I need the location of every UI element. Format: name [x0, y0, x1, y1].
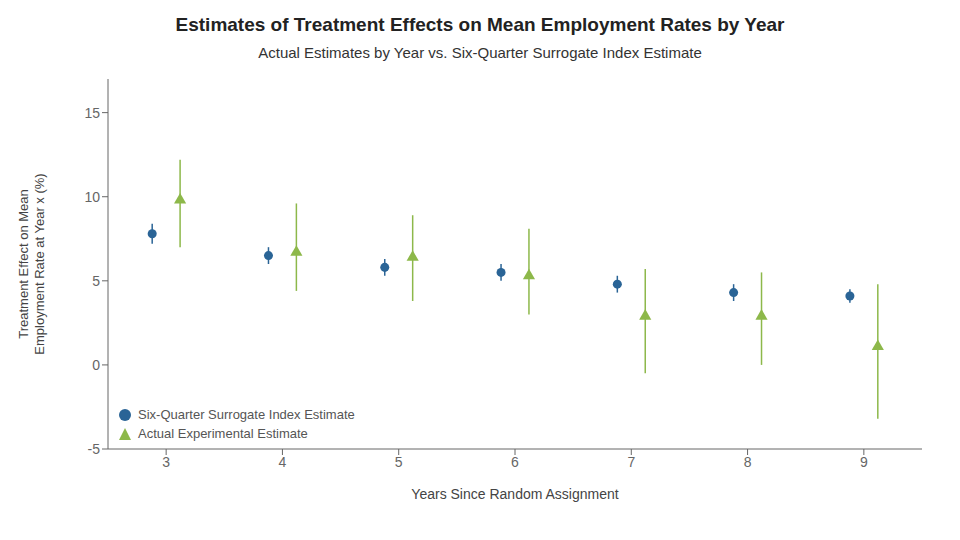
svg-text:Years Since Random Assignment: Years Since Random Assignment — [411, 486, 618, 502]
html-text:Six-Quarter Surrogate Index Es: Six-Quarter Surrogate Index Estimate — [138, 407, 355, 422]
svg-text:10: 10 — [84, 189, 100, 205]
svg-text:7: 7 — [627, 454, 635, 470]
html-text:Estimates of Treatment Effects: Estimates of Treatment Effects on Mean E… — [175, 14, 785, 35]
svg-text:0: 0 — [92, 357, 100, 373]
html-text:Actual Experimental Estimate: Actual Experimental Estimate — [138, 426, 308, 441]
svg-text:Treatment Effect on MeanEmploy: Treatment Effect on MeanEmployment Rate … — [16, 173, 47, 354]
svg-text:15: 15 — [84, 105, 100, 121]
svg-text:5: 5 — [92, 273, 100, 289]
svg-text:9: 9 — [860, 454, 868, 470]
svg-text:6: 6 — [511, 454, 519, 470]
svg-text:4: 4 — [279, 454, 287, 470]
svg-text:3: 3 — [162, 454, 170, 470]
svg-text:5: 5 — [395, 454, 403, 470]
svg-text:8: 8 — [744, 454, 752, 470]
html-text:Actual Estimates by Year vs. S: Actual Estimates by Year vs. Six-Quarter… — [258, 44, 702, 61]
svg-text:-5: -5 — [88, 441, 101, 457]
